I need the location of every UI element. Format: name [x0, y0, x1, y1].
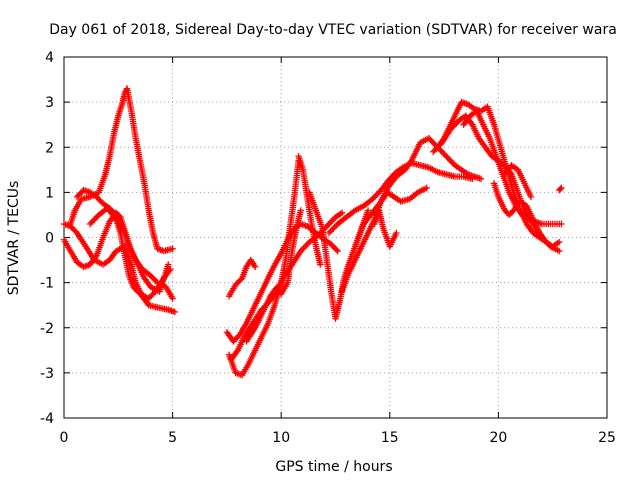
series-t5 — [73, 186, 176, 302]
axis-ticks: 0 5 10 15 20 25 -4 -3 -2 -1 0 1 2 3 4 — [40, 50, 616, 446]
data-point — [235, 332, 242, 340]
data-point — [327, 228, 334, 235]
data-point — [373, 191, 380, 198]
plot-frame — [63, 56, 608, 419]
y-tick-label: -1 — [40, 276, 54, 292]
data-point — [393, 229, 400, 237]
data-point — [372, 192, 379, 200]
series-t2 — [67, 85, 131, 228]
series-t23 — [556, 184, 565, 194]
data-point — [507, 210, 514, 217]
data-point — [91, 216, 98, 223]
series-t20 — [460, 107, 565, 228]
x-tick-label: 25 — [598, 430, 616, 446]
y-tick-label: 0 — [45, 231, 54, 247]
data-point — [326, 220, 333, 227]
data-point — [297, 207, 304, 214]
series-t3 — [123, 85, 176, 255]
data-point — [447, 157, 454, 164]
x-tick-label: 10 — [272, 430, 290, 446]
series-t16 — [351, 184, 430, 250]
data-point — [331, 223, 338, 231]
series-t6 — [86, 204, 174, 302]
data-point — [303, 241, 310, 249]
data-point — [167, 265, 174, 273]
series-t9 — [225, 256, 259, 300]
data-point — [329, 217, 336, 224]
data-point — [506, 211, 513, 219]
data-point — [527, 193, 535, 201]
data-point — [334, 247, 341, 255]
data-point — [440, 150, 447, 157]
series-t17 — [371, 207, 400, 250]
grid-lines — [64, 57, 607, 418]
data-point — [325, 221, 332, 228]
data-point — [330, 225, 337, 232]
data-point — [558, 220, 565, 228]
data-point — [88, 219, 95, 226]
y-tick-label: 3 — [45, 95, 54, 111]
data-point — [423, 184, 430, 192]
y-tick-label: 1 — [45, 185, 54, 201]
data-point — [438, 148, 446, 155]
x-tick-label: 15 — [381, 430, 399, 446]
data-point — [237, 276, 245, 283]
data-point — [542, 238, 550, 246]
data-point — [375, 189, 382, 197]
data-point — [89, 217, 97, 225]
x-axis-label: GPS time / hours — [275, 459, 392, 475]
x-tick-label: 5 — [168, 430, 177, 446]
y-tick-label: -2 — [40, 321, 54, 337]
data-point — [443, 153, 450, 160]
data-point — [92, 214, 100, 222]
series-t12 — [243, 207, 304, 345]
data-point — [317, 261, 324, 268]
y-tick-label: -3 — [40, 366, 54, 382]
data-point — [300, 244, 307, 252]
data-point — [430, 148, 437, 155]
data-point — [430, 139, 437, 146]
data-point — [328, 226, 336, 234]
data-point — [477, 175, 485, 183]
data-point — [427, 136, 434, 143]
chart-title: Day 061 of 2018, Sidereal Day-to-day VTE… — [49, 22, 617, 38]
data-point — [169, 295, 176, 302]
data-markers — [60, 85, 565, 379]
data-point — [169, 245, 176, 252]
data-point — [327, 218, 335, 225]
data-point — [448, 159, 456, 166]
data-point — [333, 246, 340, 253]
series-t21 — [490, 180, 550, 246]
data-point — [165, 261, 172, 268]
data-point — [441, 151, 449, 158]
data-point — [86, 220, 94, 228]
data-point — [171, 308, 178, 316]
data-point — [251, 263, 259, 271]
y-tick-label: -4 — [40, 411, 54, 427]
y-axis-label: SDTVAR / TECUs — [6, 181, 22, 296]
data-point — [301, 243, 309, 250]
data-point — [325, 229, 333, 237]
data-point — [444, 154, 451, 161]
data-point — [556, 238, 563, 246]
data-point — [445, 156, 453, 163]
x-tick-label: 20 — [489, 430, 507, 446]
plot-border — [63, 56, 608, 419]
series-t22 — [501, 162, 535, 201]
data-point — [556, 247, 563, 255]
data-point — [364, 207, 372, 214]
data-point — [338, 209, 346, 216]
data-point — [558, 184, 565, 192]
data-point — [431, 147, 438, 154]
y-tick-label: 2 — [45, 140, 54, 156]
data-point — [557, 185, 564, 193]
x-tick-label: 0 — [60, 430, 69, 446]
series-t15 — [338, 135, 485, 295]
y-tick-label: 4 — [45, 50, 54, 66]
